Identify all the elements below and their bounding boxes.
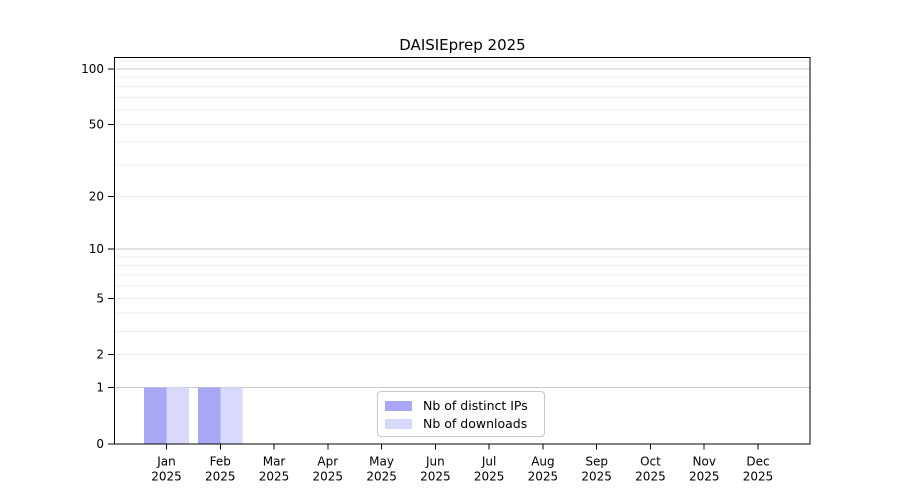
x-tick-label-mar: Mar 2025 [259,455,290,484]
x-tick-label-jul: Jul 2025 [474,455,505,484]
x-tick-label-aug: Aug 2025 [528,455,559,484]
bar-nb-of-distinct-ips-jan [144,387,167,444]
y-tick-label-2: 2 [96,348,104,362]
legend: Nb of distinct IPs Nb of downloads [377,391,545,437]
x-tick-label-nov: Nov 2025 [689,455,720,484]
x-tick-label-jan: Jan 2025 [151,455,182,484]
x-tick-label-jun: Jun 2025 [420,455,451,484]
bar-nb-of-distinct-ips-feb [197,387,221,444]
chart-title: DAISIEprep 2025 [399,36,526,54]
y-tick-label-10: 10 [89,242,104,256]
y-tick-label-100: 100 [81,62,104,76]
x-tick-label-oct: Oct 2025 [635,455,666,484]
x-tick-label-sep: Sep 2025 [581,455,612,484]
legend-swatch-distinct-ips [385,401,412,411]
x-tick-label-feb: Feb 2025 [205,455,236,484]
legend-swatch-downloads [385,419,412,429]
y-tick-label-20: 20 [89,189,104,203]
plot-frame [114,57,811,445]
x-tick-label-may: May 2025 [366,455,397,484]
y-tick-label-1: 1 [96,381,104,395]
x-tick-label-apr: Apr 2025 [313,455,344,484]
y-tick-label-0: 0 [96,437,104,451]
legend-label-downloads: Nb of downloads [423,416,528,431]
y-tick-label-50: 50 [89,117,104,131]
legend-item-downloads: Nb of downloads [385,415,544,433]
legend-item-distinct-ips: Nb of distinct IPs [385,397,544,415]
legend-label-distinct-ips: Nb of distinct IPs [423,398,528,413]
y-tick-label-5: 5 [96,291,104,305]
bar-nb-of-downloads-feb [220,387,243,444]
bar-nb-of-downloads-jan [166,387,189,444]
x-tick-label-dec: Dec 2025 [743,455,774,484]
